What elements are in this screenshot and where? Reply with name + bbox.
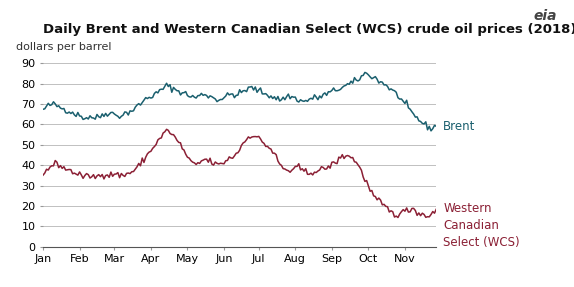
Text: eia: eia [533, 9, 557, 23]
Text: Western
Canadian
Select (WCS): Western Canadian Select (WCS) [443, 202, 520, 249]
Text: Brent: Brent [443, 120, 476, 133]
Text: dollars per barrel: dollars per barrel [15, 42, 111, 52]
Text: Daily Brent and Western Canadian Select (WCS) crude oil prices (2018): Daily Brent and Western Canadian Select … [43, 23, 574, 36]
